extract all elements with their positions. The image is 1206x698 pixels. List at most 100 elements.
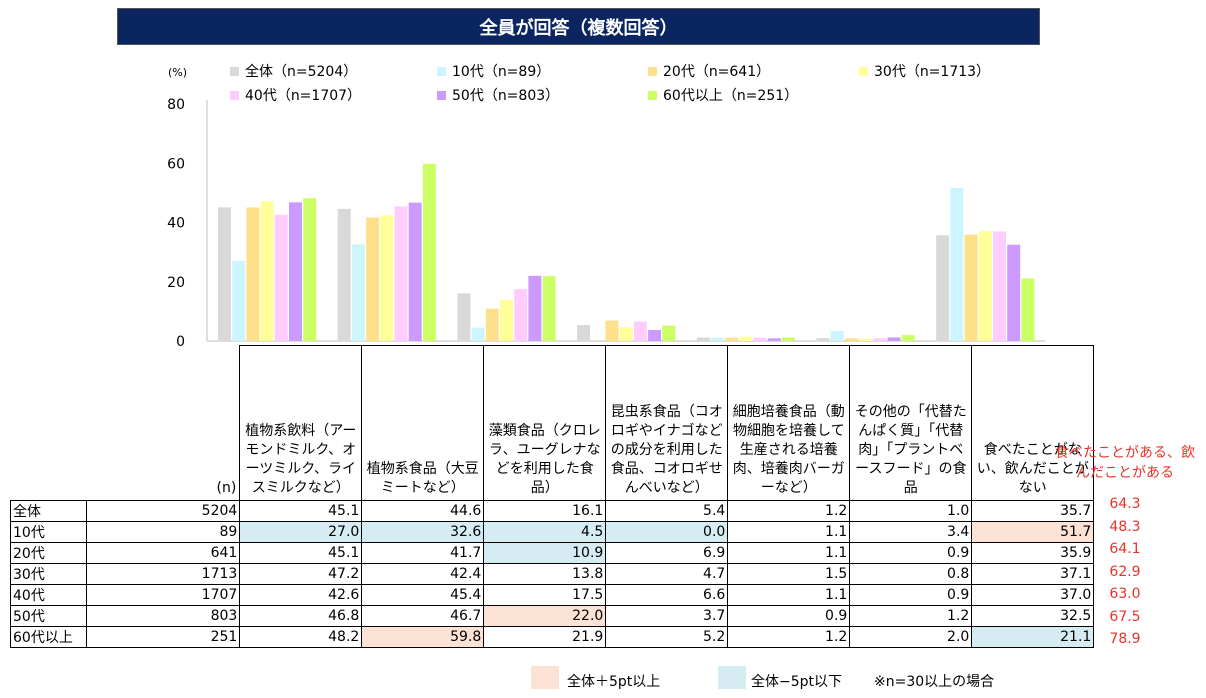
side-value: 64.1 <box>1109 541 1141 557</box>
legend-swatch <box>648 66 657 76</box>
table-cell: 1.1 <box>727 584 851 606</box>
bar <box>830 330 844 341</box>
table-cell: 44.6 <box>361 500 485 522</box>
side-value: 63.0 <box>1109 586 1141 602</box>
bar <box>289 202 302 341</box>
plus-note: 全体＋5pt以上 <box>567 674 661 690</box>
table-row: 全体 5204 45.1 44.6 16.1 5.4 1.2 1.0 35.7 <box>10 500 1095 522</box>
y-tick-label: 80 <box>167 97 185 113</box>
bar <box>471 327 485 341</box>
table-cell: 0.9 <box>849 584 973 606</box>
table-cell: 6.6 <box>605 584 729 606</box>
bar <box>901 335 915 341</box>
legend-item-40s: 40代（n=1707） <box>230 85 361 105</box>
minus-swatch <box>718 666 746 689</box>
row-label: 10代 <box>10 521 87 543</box>
bars <box>218 163 1035 341</box>
legend-item-20s: 20代（n=641） <box>648 61 770 81</box>
bar <box>936 235 950 341</box>
row-n: 5204 <box>85 500 241 522</box>
table-cell: 59.8 <box>361 626 485 648</box>
row-n: 803 <box>85 605 241 627</box>
bar <box>873 338 887 341</box>
side-value: 78.9 <box>1109 631 1141 647</box>
table-cell: 37.1 <box>971 563 1095 585</box>
bar <box>457 293 471 341</box>
row-label: 40代 <box>10 584 87 606</box>
col-header: 植物系食品（大豆ミートなど） <box>361 345 485 501</box>
table-cell: 1.1 <box>727 542 851 564</box>
table-cell: 1.2 <box>727 500 851 522</box>
col-header: 植物系飲料（アーモンドミルク、オーツミルク、ライスミルクなど） <box>239 345 363 501</box>
table-cell: 42.6 <box>239 584 363 606</box>
bar <box>739 336 753 341</box>
y-tick-label: 0 <box>176 334 185 350</box>
bar <box>725 337 739 341</box>
table-body: 全体 5204 45.1 44.6 16.1 5.4 1.2 1.0 35.7 10代 89 27.0… <box>10 500 1095 648</box>
side-value: 67.5 <box>1109 608 1141 625</box>
table-cell: 5.4 <box>605 500 729 522</box>
bar <box>274 214 288 341</box>
table-cell: 0.9 <box>727 605 851 627</box>
row-label: 50代 <box>10 605 87 627</box>
row-label: 60代以上 <box>10 626 87 648</box>
bar <box>260 201 274 341</box>
table-cell: 51.7 <box>971 521 1095 543</box>
side-column-title: 食べたことがある、飲んだことがある <box>1055 445 1195 481</box>
bar <box>542 276 556 341</box>
bar <box>605 320 619 341</box>
legend-swatch <box>437 66 446 76</box>
bar <box>337 208 351 341</box>
table-cell: 1.5 <box>727 563 851 585</box>
legend-swatch <box>648 90 657 100</box>
table-row: 60代以上 251 48.2 59.8 21.9 5.2 1.2 2.0 21.1 <box>10 626 1095 648</box>
table-cell: 0.0 <box>605 521 729 543</box>
bar <box>218 207 231 341</box>
table-cell: 41.7 <box>361 542 485 564</box>
table-cell: 17.5 <box>483 584 607 606</box>
col-header: 昆虫系食品（コオロギやイナゴなどの成分を利用した食品、コオロギせんべいなど） <box>605 345 729 501</box>
table-cell: 6.9 <box>605 542 729 564</box>
chart-title: 全員が回答（複数回答） <box>117 8 1040 45</box>
table-cell: 22.0 <box>483 605 607 627</box>
bar <box>993 231 1006 341</box>
legend-swatch <box>437 90 446 100</box>
bar <box>696 337 710 341</box>
bar <box>232 261 246 341</box>
bar <box>844 338 858 341</box>
y-ticks: 0 20 40 60 80 <box>167 97 185 350</box>
bar <box>1007 244 1021 341</box>
bar <box>366 217 380 341</box>
bar <box>351 244 365 341</box>
bar <box>408 202 422 341</box>
table-cell: 13.8 <box>483 563 607 585</box>
table-row: 50代 803 46.8 46.7 22.0 3.7 0.9 1.2 32.5 <box>10 605 1095 627</box>
table-cell: 42.4 <box>361 563 485 585</box>
condition-note: ※n=30以上の場合 <box>874 674 995 690</box>
bar <box>950 187 964 341</box>
y-tick-label: 60 <box>167 156 185 172</box>
y-tick-label: 40 <box>167 216 185 232</box>
table-cell: 27.0 <box>239 521 363 543</box>
row-n: 641 <box>85 542 241 564</box>
table-cell: 0.9 <box>849 542 973 564</box>
table-cell: 1.2 <box>849 605 973 627</box>
table-cell: 32.6 <box>361 521 485 543</box>
bar <box>753 337 767 341</box>
side-value: 62.9 <box>1109 563 1141 580</box>
bar <box>782 337 795 341</box>
bar-chart: 0 20 40 60 80 <box>167 97 1045 350</box>
table-cell: 10.9 <box>483 542 607 564</box>
bar <box>303 198 317 341</box>
legend-item-50s: 50代（n=803） <box>437 85 559 105</box>
row-n: 1713 <box>85 563 241 585</box>
legend-item-all: 全体（n=5204） <box>230 61 357 81</box>
bar <box>633 321 647 341</box>
table-header-row: (n) 植物系飲料（アーモンドミルク、オーツミルク、ライスミルクなど） 植物系食… <box>11 345 1095 501</box>
bar <box>711 337 724 341</box>
table-cell: 0.8 <box>849 563 973 585</box>
col-header: 藻類食品（クロレラ、ユーグレナなどを利用した食品） <box>483 345 607 501</box>
y-axis-unit-label: (%) <box>168 66 188 79</box>
n-header: (n) <box>86 345 241 501</box>
legend-swatch <box>230 66 239 76</box>
